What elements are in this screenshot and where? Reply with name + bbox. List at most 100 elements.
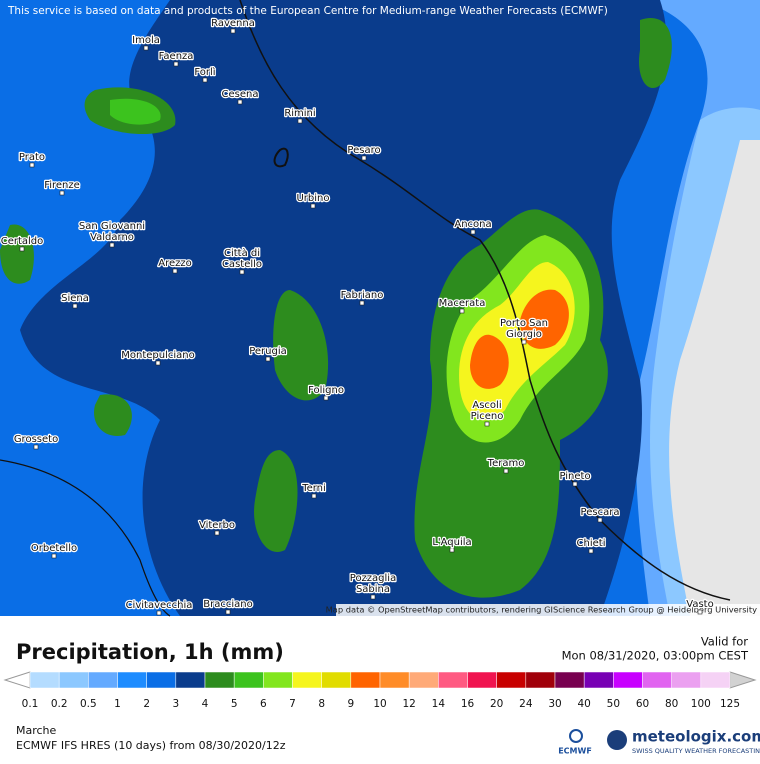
city-label: Perugia: [249, 346, 287, 357]
city-label: Teramo: [487, 458, 525, 469]
city-dot: [449, 547, 455, 553]
city-label: Vasto: [686, 599, 713, 610]
legend-tick-label: 24: [519, 698, 533, 710]
legend-swatch: [29, 671, 60, 689]
legend-tick-label: 2: [143, 698, 150, 710]
city-dot: [572, 481, 578, 487]
brand-logo: [607, 730, 627, 750]
legend-swatch: [58, 671, 89, 689]
legend-tick-label: 125: [720, 698, 740, 710]
legend-tick-label: 12: [402, 698, 415, 710]
city-dot: [697, 609, 703, 615]
legend-swatch: [583, 671, 614, 689]
ecmwf-text: ECMWF: [558, 747, 592, 756]
city-dot: [72, 303, 78, 309]
legend-swatch: [642, 671, 672, 689]
legend-swatch: [88, 671, 118, 689]
city-dot: [202, 77, 208, 83]
legend-tick-label: 3: [172, 698, 179, 710]
legend-swatch: [379, 671, 410, 689]
legend-swatch: [613, 671, 643, 689]
city-dot: [155, 360, 161, 366]
legend-swatch: [438, 671, 468, 689]
city-dot: [588, 548, 594, 554]
city-label: Pesaro: [347, 145, 380, 156]
city-label: Ancona: [454, 219, 491, 230]
attribution: Map data © OpenStreetMap contributors, r…: [326, 605, 758, 615]
city-label: Giorgio: [506, 329, 542, 340]
legend-swatch: [350, 671, 381, 689]
legend-tick-label: 80: [665, 698, 678, 710]
city-label: Civitavecchia: [126, 600, 193, 611]
legend-tick-label: 4: [202, 698, 209, 710]
ecmwf-logo: [569, 729, 583, 743]
legend-tick-label: 0.2: [51, 698, 68, 710]
city-label: Prato: [19, 152, 45, 163]
city-label: Firenze: [44, 180, 80, 191]
legend-swatch: [671, 671, 702, 689]
city-dot: [521, 339, 527, 345]
city-label: Pineto: [559, 471, 590, 482]
legend-tick-label: 100: [691, 698, 711, 710]
city-dot: [323, 395, 329, 401]
legend-tick-label: 0.5: [80, 698, 97, 710]
city-label: Macerata: [439, 298, 486, 309]
legend-tick-label: 30: [548, 698, 561, 710]
city-label: Terni: [301, 483, 326, 494]
legend-swatch: [292, 671, 322, 689]
city-label: Ascoli: [472, 400, 501, 411]
city-label: Ravenna: [211, 18, 255, 29]
city-dot: [503, 468, 509, 474]
legend-swatch: [408, 671, 439, 689]
brand: meteologix.com: [632, 728, 760, 746]
city-label: Castello: [222, 259, 262, 270]
city-label: Siena: [61, 293, 89, 304]
legend-swatch: [321, 671, 352, 689]
city-label: Orbetello: [31, 543, 77, 554]
valid-time: Mon 08/31/2020, 03:00pm CEST: [562, 649, 749, 663]
legend-tick-label: 16: [461, 698, 475, 710]
city-dot: [297, 118, 303, 124]
city-dot: [225, 609, 231, 615]
brand-tagline: SWISS QUALITY WEATHER FORECASTING: [632, 747, 760, 755]
city-dot: [265, 356, 271, 362]
city-dot: [361, 155, 367, 161]
city-label: Pozzaglia: [350, 573, 396, 584]
legend-swatch: [554, 671, 585, 689]
city-label: Foligno: [308, 385, 344, 396]
city-dot: [173, 61, 179, 67]
legend-title: Precipitation, 1h (mm): [16, 640, 284, 664]
city-dot: [597, 517, 603, 523]
legend-swatch: [204, 671, 235, 689]
legend-swatch: [117, 671, 147, 689]
city-dot: [359, 300, 365, 306]
region: Marche: [16, 724, 57, 737]
legend-tick-label: 50: [607, 698, 620, 710]
city-label: Pescara: [581, 507, 620, 518]
legend-tick-label: 14: [432, 698, 446, 710]
legend-swatch: [496, 671, 527, 689]
city-dot: [459, 308, 465, 314]
legend-tick-label: 9: [347, 698, 354, 710]
city-label: San Giovanni: [79, 221, 145, 232]
legend-tick-label: 40: [577, 698, 590, 710]
city-dot: [239, 269, 245, 275]
legend-arrow-high: [729, 671, 757, 689]
legend-tick-label: 0.1: [22, 698, 39, 710]
legend-swatch: [467, 671, 497, 689]
city-label: Forlì: [194, 66, 215, 78]
city-label: Grosseto: [14, 434, 58, 445]
city-label: Sabina: [356, 584, 390, 595]
valid-label: Valid for: [701, 635, 748, 649]
legend-swatch: [233, 671, 264, 689]
city-dot: [310, 203, 316, 209]
city-dot: [237, 99, 243, 105]
city-label: Porto San: [500, 318, 548, 329]
city-dot: [33, 444, 39, 450]
city-dot: [143, 45, 149, 51]
city-label: Chieti: [577, 538, 606, 549]
legend-tick-label: 20: [490, 698, 503, 710]
legend-swatch: [700, 671, 731, 689]
